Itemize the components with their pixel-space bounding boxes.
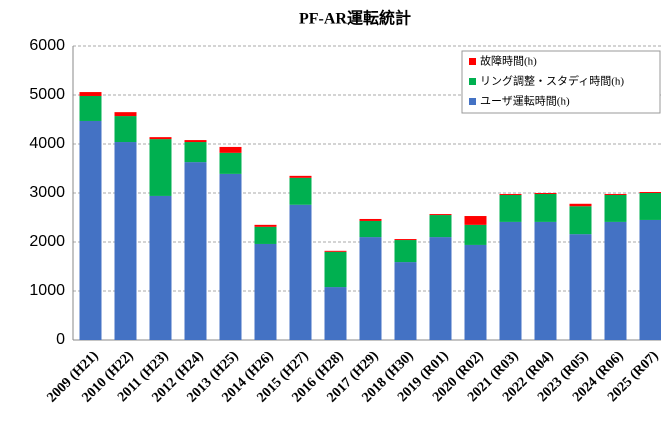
bar-segment (639, 192, 661, 193)
bar-segment (324, 251, 347, 288)
bar-segment (534, 221, 557, 340)
bar-segment (604, 193, 627, 195)
chart-title: PF-AR運転統計 (299, 9, 411, 28)
y-tick-label: 6000 (29, 37, 65, 54)
bar-segment (429, 237, 452, 340)
bar-segment (184, 142, 207, 163)
legend-swatch (469, 58, 476, 65)
bar-segment (114, 116, 137, 143)
bar-segment (324, 250, 347, 252)
bar-segment (359, 237, 382, 340)
y-tick-label: 1000 (29, 282, 65, 299)
legend-swatch (469, 98, 476, 105)
bar-segment (79, 95, 102, 121)
bar-segment (219, 146, 242, 153)
bar-segment (464, 244, 487, 340)
bar-segment (639, 193, 661, 220)
bar-segment (394, 240, 417, 263)
bar-segment (254, 243, 277, 340)
bar-segment (289, 177, 312, 205)
bar-segment (184, 140, 207, 143)
bar-segment (149, 195, 172, 340)
bar-segment (289, 175, 312, 178)
bar-segment (639, 219, 661, 340)
bar-segment (534, 193, 557, 194)
legend-swatch (469, 78, 476, 85)
bar-segment (464, 216, 487, 225)
bar-segment (254, 226, 277, 244)
y-tick-label: 4000 (29, 135, 65, 152)
bar-segment (464, 224, 487, 245)
bar-segment (499, 193, 522, 195)
bar-segment (394, 262, 417, 340)
bar-segment (149, 137, 172, 140)
bar-segment (324, 287, 347, 340)
bar-segment (604, 194, 627, 222)
bar-segment (79, 120, 102, 340)
legend-label: ユーザ運転時間(h) (480, 95, 570, 108)
bar-segment (184, 162, 207, 340)
bar-segment (429, 215, 452, 238)
legend-label: リング調整・スタディ時間(h) (480, 74, 624, 88)
bar-segment (359, 220, 382, 238)
bar-segment (499, 194, 522, 222)
bar-segment (569, 203, 592, 207)
bar-segment (254, 224, 277, 227)
bar-segment (114, 112, 137, 117)
bar-segment (429, 214, 452, 216)
bar-segment (569, 206, 592, 235)
bar-segment (359, 218, 382, 221)
y-tick-label: 2000 (29, 233, 65, 250)
bar-segment (569, 234, 592, 340)
bar-segment (289, 204, 312, 340)
bar-segment (394, 239, 417, 241)
bar-segment (79, 92, 102, 96)
bar-segment (499, 221, 522, 340)
bar-segment (534, 193, 557, 222)
bar-segment (114, 142, 137, 340)
y-tick-label: 5000 (29, 86, 65, 103)
legend-box (461, 50, 661, 114)
y-tick-label: 3000 (29, 184, 65, 201)
bar-segment (219, 152, 242, 174)
bar-segment (149, 139, 172, 196)
bar-segment (604, 221, 627, 340)
bar-segment (219, 173, 242, 340)
legend-label: 故障時間(h) (480, 54, 537, 68)
y-tick-label: 0 (56, 331, 65, 348)
